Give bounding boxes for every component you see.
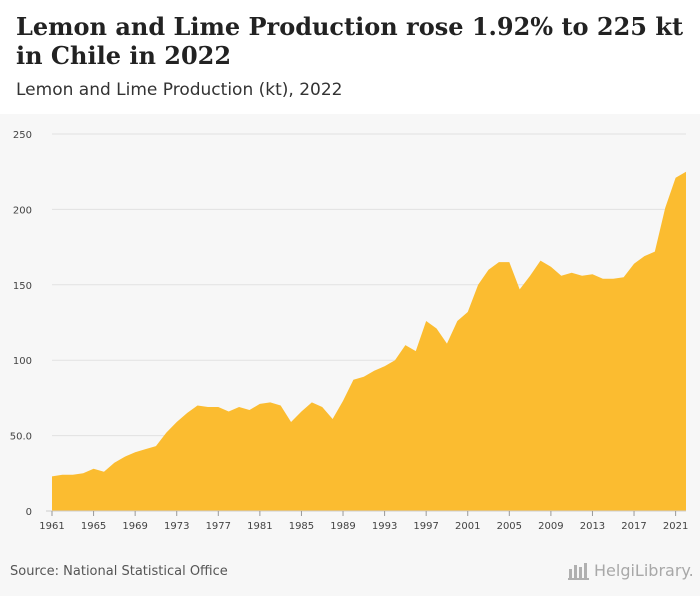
helgi-library-logo: HelgiLibrary. [568, 561, 694, 580]
y-tick-label: 250 [13, 130, 32, 141]
area-chart: 0 50.0 100 150 200 250 1961 1965 1969 1973 1977 198… [10, 130, 689, 532]
x-tick-label: 2017 [621, 521, 646, 532]
header: Lemon and Lime Production rose 1.92% to … [0, 0, 700, 114]
y-tick-label: 50.0 [10, 432, 32, 443]
y-tick-label: 100 [13, 356, 32, 367]
y-tick-label: 150 [13, 281, 32, 292]
y-tick-label: 200 [13, 205, 32, 216]
x-tick-label: 2021 [663, 521, 688, 532]
x-tick-label: 1985 [289, 521, 314, 532]
x-tick-label: 1997 [413, 521, 438, 532]
footer [0, 544, 700, 596]
x-tick-label: 1969 [122, 521, 147, 532]
x-tick-label: 2005 [497, 521, 522, 532]
x-tick-label: 1977 [206, 521, 231, 532]
x-tick-label: 1981 [247, 521, 272, 532]
x-tick-label: 2001 [455, 521, 480, 532]
area-series [52, 171, 686, 511]
source-note: Source: National Statistical Office [10, 564, 228, 579]
x-tick-label: 1993 [372, 521, 397, 532]
library-logo-icon [568, 562, 589, 580]
x-tick-label: 1961 [39, 521, 64, 532]
x-tick-label: 2009 [538, 521, 563, 532]
x-tick-label: 1965 [81, 521, 106, 532]
logo-text: HelgiLibrary. [594, 561, 694, 580]
x-tick-label: 1973 [164, 521, 189, 532]
chart-subtitle: Lemon and Lime Production (kt), 2022 [16, 80, 343, 100]
x-tick-label: 2013 [580, 521, 605, 532]
page-title: Lemon and Lime Production rose 1.92% to … [16, 12, 684, 70]
y-tick-label: 0 [26, 507, 32, 518]
x-tick-label: 1989 [330, 521, 355, 532]
